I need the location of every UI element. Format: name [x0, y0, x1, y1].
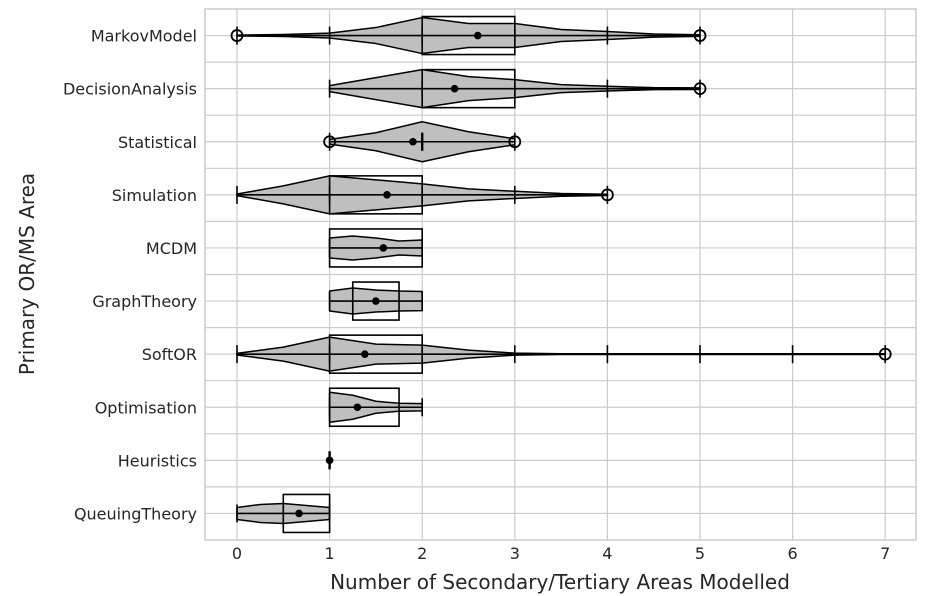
violin-group	[328, 228, 424, 268]
violin-group	[325, 451, 334, 470]
mean-point	[450, 84, 459, 93]
iqr-box	[351, 281, 400, 321]
mean-point	[372, 297, 380, 305]
tick-labels: 0 1 2 3 4 5 6 7 MarkovModel DecisionAnalysis Stati…	[63, 27, 890, 563]
mean-point	[383, 191, 391, 199]
mean-point	[379, 244, 388, 252]
y-tick-label: MCDM	[146, 239, 197, 258]
violin-group	[328, 68, 707, 109]
violin-group	[328, 387, 424, 428]
x-tick-label: 3	[510, 544, 520, 563]
outlier-point	[601, 188, 614, 202]
x-tick-label: 4	[602, 544, 612, 563]
violin-group	[328, 281, 424, 321]
iqr-box	[328, 387, 400, 428]
mean-point	[360, 350, 369, 358]
x-tick-label: 5	[695, 544, 705, 563]
violin-group	[236, 175, 614, 215]
y-tick-label: GraphTheory	[92, 292, 197, 311]
y-tick-label: Optimisation	[95, 398, 197, 417]
x-tick-label: 7	[880, 544, 890, 563]
x-tick-label: 6	[788, 544, 798, 563]
iqr-box	[328, 334, 424, 374]
y-axis-title: Primary OR/MS Area	[15, 173, 39, 375]
violin-group	[236, 334, 892, 374]
iqr-box	[328, 175, 424, 215]
x-axis-title: Number of Secondary/Tertiary Areas Model…	[330, 570, 790, 594]
y-tick-label: Heuristics	[118, 451, 197, 470]
x-tick-label: 2	[417, 544, 427, 563]
mean-point	[473, 31, 482, 40]
outlier-point	[878, 347, 892, 361]
mean-point	[325, 456, 334, 465]
iqr-box	[421, 15, 516, 56]
y-tick-label: Statistical	[118, 133, 197, 152]
violin-group	[323, 121, 522, 163]
violin-group	[236, 493, 331, 534]
y-tick-label: MarkovModel	[91, 27, 197, 46]
y-tick-label: DecisionAnalysis	[63, 80, 197, 99]
iqr-box	[421, 68, 516, 109]
outlier-point	[508, 135, 522, 149]
y-tick-label: SoftOR	[142, 345, 197, 364]
iqr-box	[282, 493, 331, 534]
y-tick-label: Simulation	[112, 186, 197, 205]
x-tick-label: 0	[232, 544, 242, 563]
violins	[230, 15, 892, 534]
mean-point	[353, 403, 362, 412]
violin-group	[230, 15, 707, 56]
mean-point	[295, 509, 303, 518]
outlier-point	[323, 135, 337, 149]
outlier-point	[693, 29, 707, 42]
x-tick-label: 1	[325, 544, 335, 563]
iqr-box	[328, 228, 424, 268]
y-tick-label: QueuingTheory	[74, 504, 197, 523]
mean-point	[409, 137, 417, 146]
outlier-point	[693, 82, 707, 96]
outlier-point	[230, 29, 244, 42]
